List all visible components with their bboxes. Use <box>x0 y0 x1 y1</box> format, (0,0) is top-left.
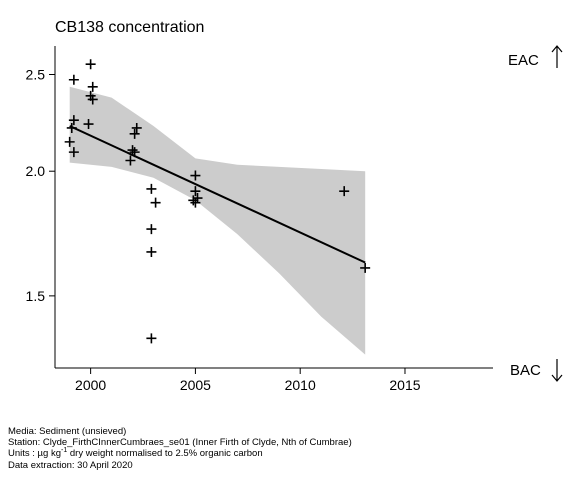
eac-label: EAC <box>508 52 539 69</box>
footer-units-sup: -1 <box>61 447 68 455</box>
data-point <box>68 115 79 126</box>
data-point <box>64 136 75 147</box>
x-tick-label: 2010 <box>285 377 316 393</box>
footer-media: Media: Sediment (unsieved) <box>8 426 127 437</box>
confidence-band <box>69 86 366 355</box>
data-point <box>66 122 77 133</box>
chart-footer: Media: Sediment (unsieved) Station: Clyd… <box>8 426 352 471</box>
data-point <box>87 81 98 92</box>
trend-line-layer <box>69 125 366 264</box>
data-point <box>146 183 157 194</box>
data-point <box>192 193 203 204</box>
data-point <box>131 122 142 133</box>
threshold-labels-layer: EAC BAC <box>508 45 563 382</box>
x-tick-label: 2015 <box>389 377 420 393</box>
footer-extraction: Data extraction: 30 April 2020 <box>8 459 133 471</box>
y-tick-label: 1.5 <box>26 288 46 304</box>
data-point <box>150 197 161 208</box>
data-point <box>68 147 79 158</box>
data-point <box>339 186 350 197</box>
y-tick-label: 2.0 <box>26 163 46 179</box>
data-point <box>87 94 98 105</box>
y-tick-label: 2.5 <box>26 67 46 83</box>
confidence-band-layer <box>69 86 366 355</box>
axes-layer: 2000 2005 2010 2015 1.5 2.0 2.5 <box>26 46 493 393</box>
trend-line <box>69 125 366 264</box>
data-point <box>125 155 136 166</box>
data-point <box>83 119 94 130</box>
data-point <box>360 262 371 273</box>
footer-units-prefix: Units : µg kg <box>8 448 61 460</box>
arrow-up-icon <box>551 45 563 68</box>
data-point <box>190 197 201 208</box>
data-point <box>129 128 140 139</box>
data-point <box>188 195 199 206</box>
data-point <box>68 74 79 85</box>
data-point <box>85 59 96 70</box>
x-tick-label: 2000 <box>75 377 106 393</box>
arrow-down-icon <box>551 359 563 382</box>
footer-units: Units : µg kg-1 dry weight normalised to… <box>8 447 352 460</box>
data-point <box>146 224 157 235</box>
data-point <box>190 170 201 181</box>
data-points-layer <box>64 59 371 344</box>
chart-title: CB138 concentration <box>55 19 205 36</box>
x-tick-label: 2005 <box>180 377 211 393</box>
data-point <box>146 333 157 344</box>
data-point <box>190 186 201 197</box>
data-point <box>146 246 157 257</box>
footer-station: Station: Clyde_FirthCInnerCumbraes_se01 … <box>8 437 352 449</box>
data-point <box>129 147 140 158</box>
data-point <box>127 145 138 156</box>
bac-label: BAC <box>510 362 541 379</box>
footer-units-suffix: dry weight normalised to 2.5% organic ca… <box>67 448 263 460</box>
